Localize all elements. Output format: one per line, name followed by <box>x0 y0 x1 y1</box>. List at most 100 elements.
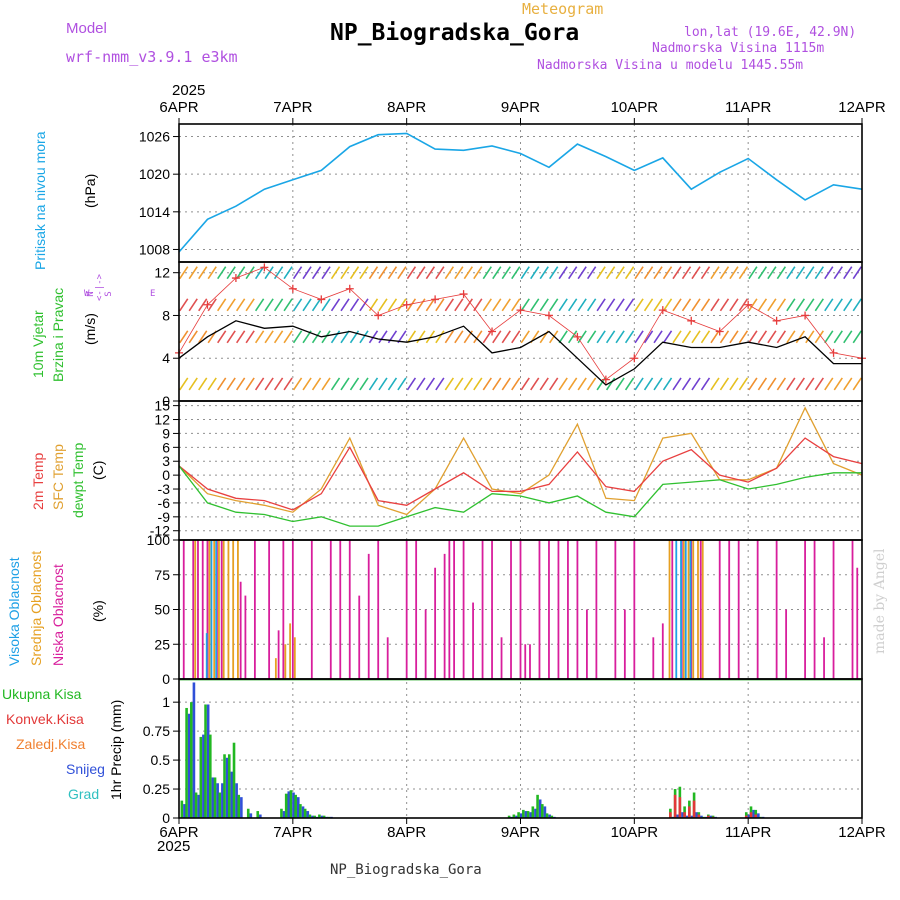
wind-barb-115-3 <box>719 266 730 280</box>
wind-barb-89-1 <box>596 330 606 344</box>
wind-barb-121-1 <box>748 330 758 344</box>
precip-bar-total <box>531 806 535 818</box>
wind-barb-49-3 <box>406 266 417 280</box>
temp-sfc-line <box>178 406 863 516</box>
wind-barb-133-3 <box>805 266 815 280</box>
wind-barb-73-0 <box>520 377 530 391</box>
wind-barb-99-3 <box>643 266 654 280</box>
precip-bar-snow <box>524 811 528 818</box>
wind-barb-39-2 <box>359 298 369 312</box>
xtick-label-bottom-5: 11APR <box>725 824 772 841</box>
wind-barb-123-1 <box>757 330 768 344</box>
wind-barb-99-0 <box>643 377 654 391</box>
elevation-label: Nadmorska Visina 1115m <box>652 41 825 56</box>
wind-barb-17-2 <box>254 298 265 312</box>
wind-barb-7-2 <box>207 298 217 312</box>
wind-barb-113-0 <box>710 377 720 391</box>
wind-barb-143-1 <box>852 330 862 344</box>
wind-barb-117-3 <box>729 266 739 280</box>
wind-barb-61-2 <box>463 298 473 312</box>
precip-bar-total <box>507 815 511 818</box>
wind-barb-49-2 <box>406 298 417 312</box>
wind-barb-39-3 <box>359 266 369 280</box>
precip-bar-total <box>237 794 241 818</box>
wind-barb-129-1 <box>786 330 796 344</box>
wind-barb-49-0 <box>406 377 417 391</box>
precip-bar-snow <box>249 813 253 818</box>
ytick-label-3-2: 50 <box>154 602 170 618</box>
wind-barb-129-0 <box>786 377 796 391</box>
wind-barb-125-2 <box>767 298 777 312</box>
precip-bar-total <box>299 804 302 818</box>
wind-barb-71-1 <box>511 330 521 344</box>
wind-barb-21-2 <box>273 298 284 312</box>
wind-barb-111-0 <box>700 377 711 391</box>
precip-bar-conv <box>678 797 682 818</box>
xtick-label-top-4: 10APR <box>611 99 659 116</box>
ytick-label-0-1: 1020 <box>139 166 170 182</box>
precip-bar-total <box>180 800 184 818</box>
wind-barb-51-2 <box>416 298 426 312</box>
precip-bar-total <box>246 808 250 818</box>
wind-barb-141-3 <box>843 266 853 280</box>
wind-barb-65-3 <box>482 266 492 280</box>
ytick-label-2-7: -6 <box>158 495 171 511</box>
wind-barb-109-2 <box>691 298 701 312</box>
wind-barb-9-3 <box>217 266 227 280</box>
model-value: wrf-nmm_v3.9.1 e3km <box>66 48 238 66</box>
wind-barb-75-2 <box>530 298 540 312</box>
wind-barb-83-0 <box>568 377 578 391</box>
wind-barb-43-3 <box>378 266 388 280</box>
wind-barb-45-0 <box>387 377 398 391</box>
wind-barb-115-1 <box>719 330 730 344</box>
ytick-label-1-1: 8 <box>162 307 170 323</box>
wind-barb-121-2 <box>748 298 758 312</box>
wind-barb-53-3 <box>425 266 436 280</box>
precip-bar-total <box>204 704 207 818</box>
precip-bar-total <box>280 808 283 818</box>
wind-barb-29-1 <box>311 330 322 344</box>
wind-barb-101-0 <box>653 377 663 391</box>
wind-barb-23-3 <box>283 266 293 280</box>
wind-barb-13-0 <box>235 377 246 391</box>
wind-barb-69-0 <box>501 377 511 391</box>
precip-bar-conv <box>688 806 691 818</box>
wind-barb-91-2 <box>605 298 616 312</box>
wind-barb-67-3 <box>492 266 502 280</box>
ytick-label-2-5: 0 <box>162 467 170 483</box>
wind-barb-25-3 <box>292 266 303 280</box>
wind-barb-129-3 <box>786 266 796 280</box>
wind-barb-105-1 <box>672 330 682 344</box>
ytick-label-1-2: 4 <box>162 350 170 366</box>
wind-barb-29-0 <box>311 377 322 391</box>
wind-barb-25-0 <box>292 377 303 391</box>
wind-barb-119-0 <box>738 377 749 391</box>
wind-barb-79-0 <box>549 377 559 391</box>
wind-barb-59-0 <box>454 377 464 391</box>
precip-bar-snow <box>235 783 238 818</box>
wind-barb-105-2 <box>672 298 682 312</box>
wind-barb-143-2 <box>852 298 862 312</box>
legend-conv: Konvek.Kisa <box>6 711 84 727</box>
wind-barb-17-3 <box>254 266 265 280</box>
wind-barb-57-0 <box>444 377 455 391</box>
wind-barb-1-2 <box>179 298 189 312</box>
xtick-label-bottom-6: 12APR <box>838 824 886 841</box>
precip-bar-snow <box>700 815 703 818</box>
ytick-label-4-1: 0.75 <box>143 723 170 739</box>
temp-side-label-2: SFC Temp <box>50 444 66 510</box>
wind-barb-67-2 <box>492 298 502 312</box>
wind-barb-3-2 <box>188 298 198 312</box>
precip-bar-snow <box>690 815 694 818</box>
precip-bar-conv <box>669 812 672 818</box>
wind-barb-69-3 <box>501 266 511 280</box>
model-elevation-label: Nadmorska Visina u modelu 1445.55m <box>537 58 804 73</box>
wind-barb-21-1 <box>273 330 284 344</box>
temp-side-label-3: dewpt Temp <box>70 442 86 518</box>
wind-barb-13-2 <box>235 298 246 312</box>
xtick-label-top-1: 7APR <box>273 99 312 116</box>
wind-barb-65-2 <box>482 298 492 312</box>
wind-barb-77-0 <box>539 377 549 391</box>
wind-barb-95-1 <box>624 330 635 344</box>
precip-bar-snow <box>216 783 219 818</box>
